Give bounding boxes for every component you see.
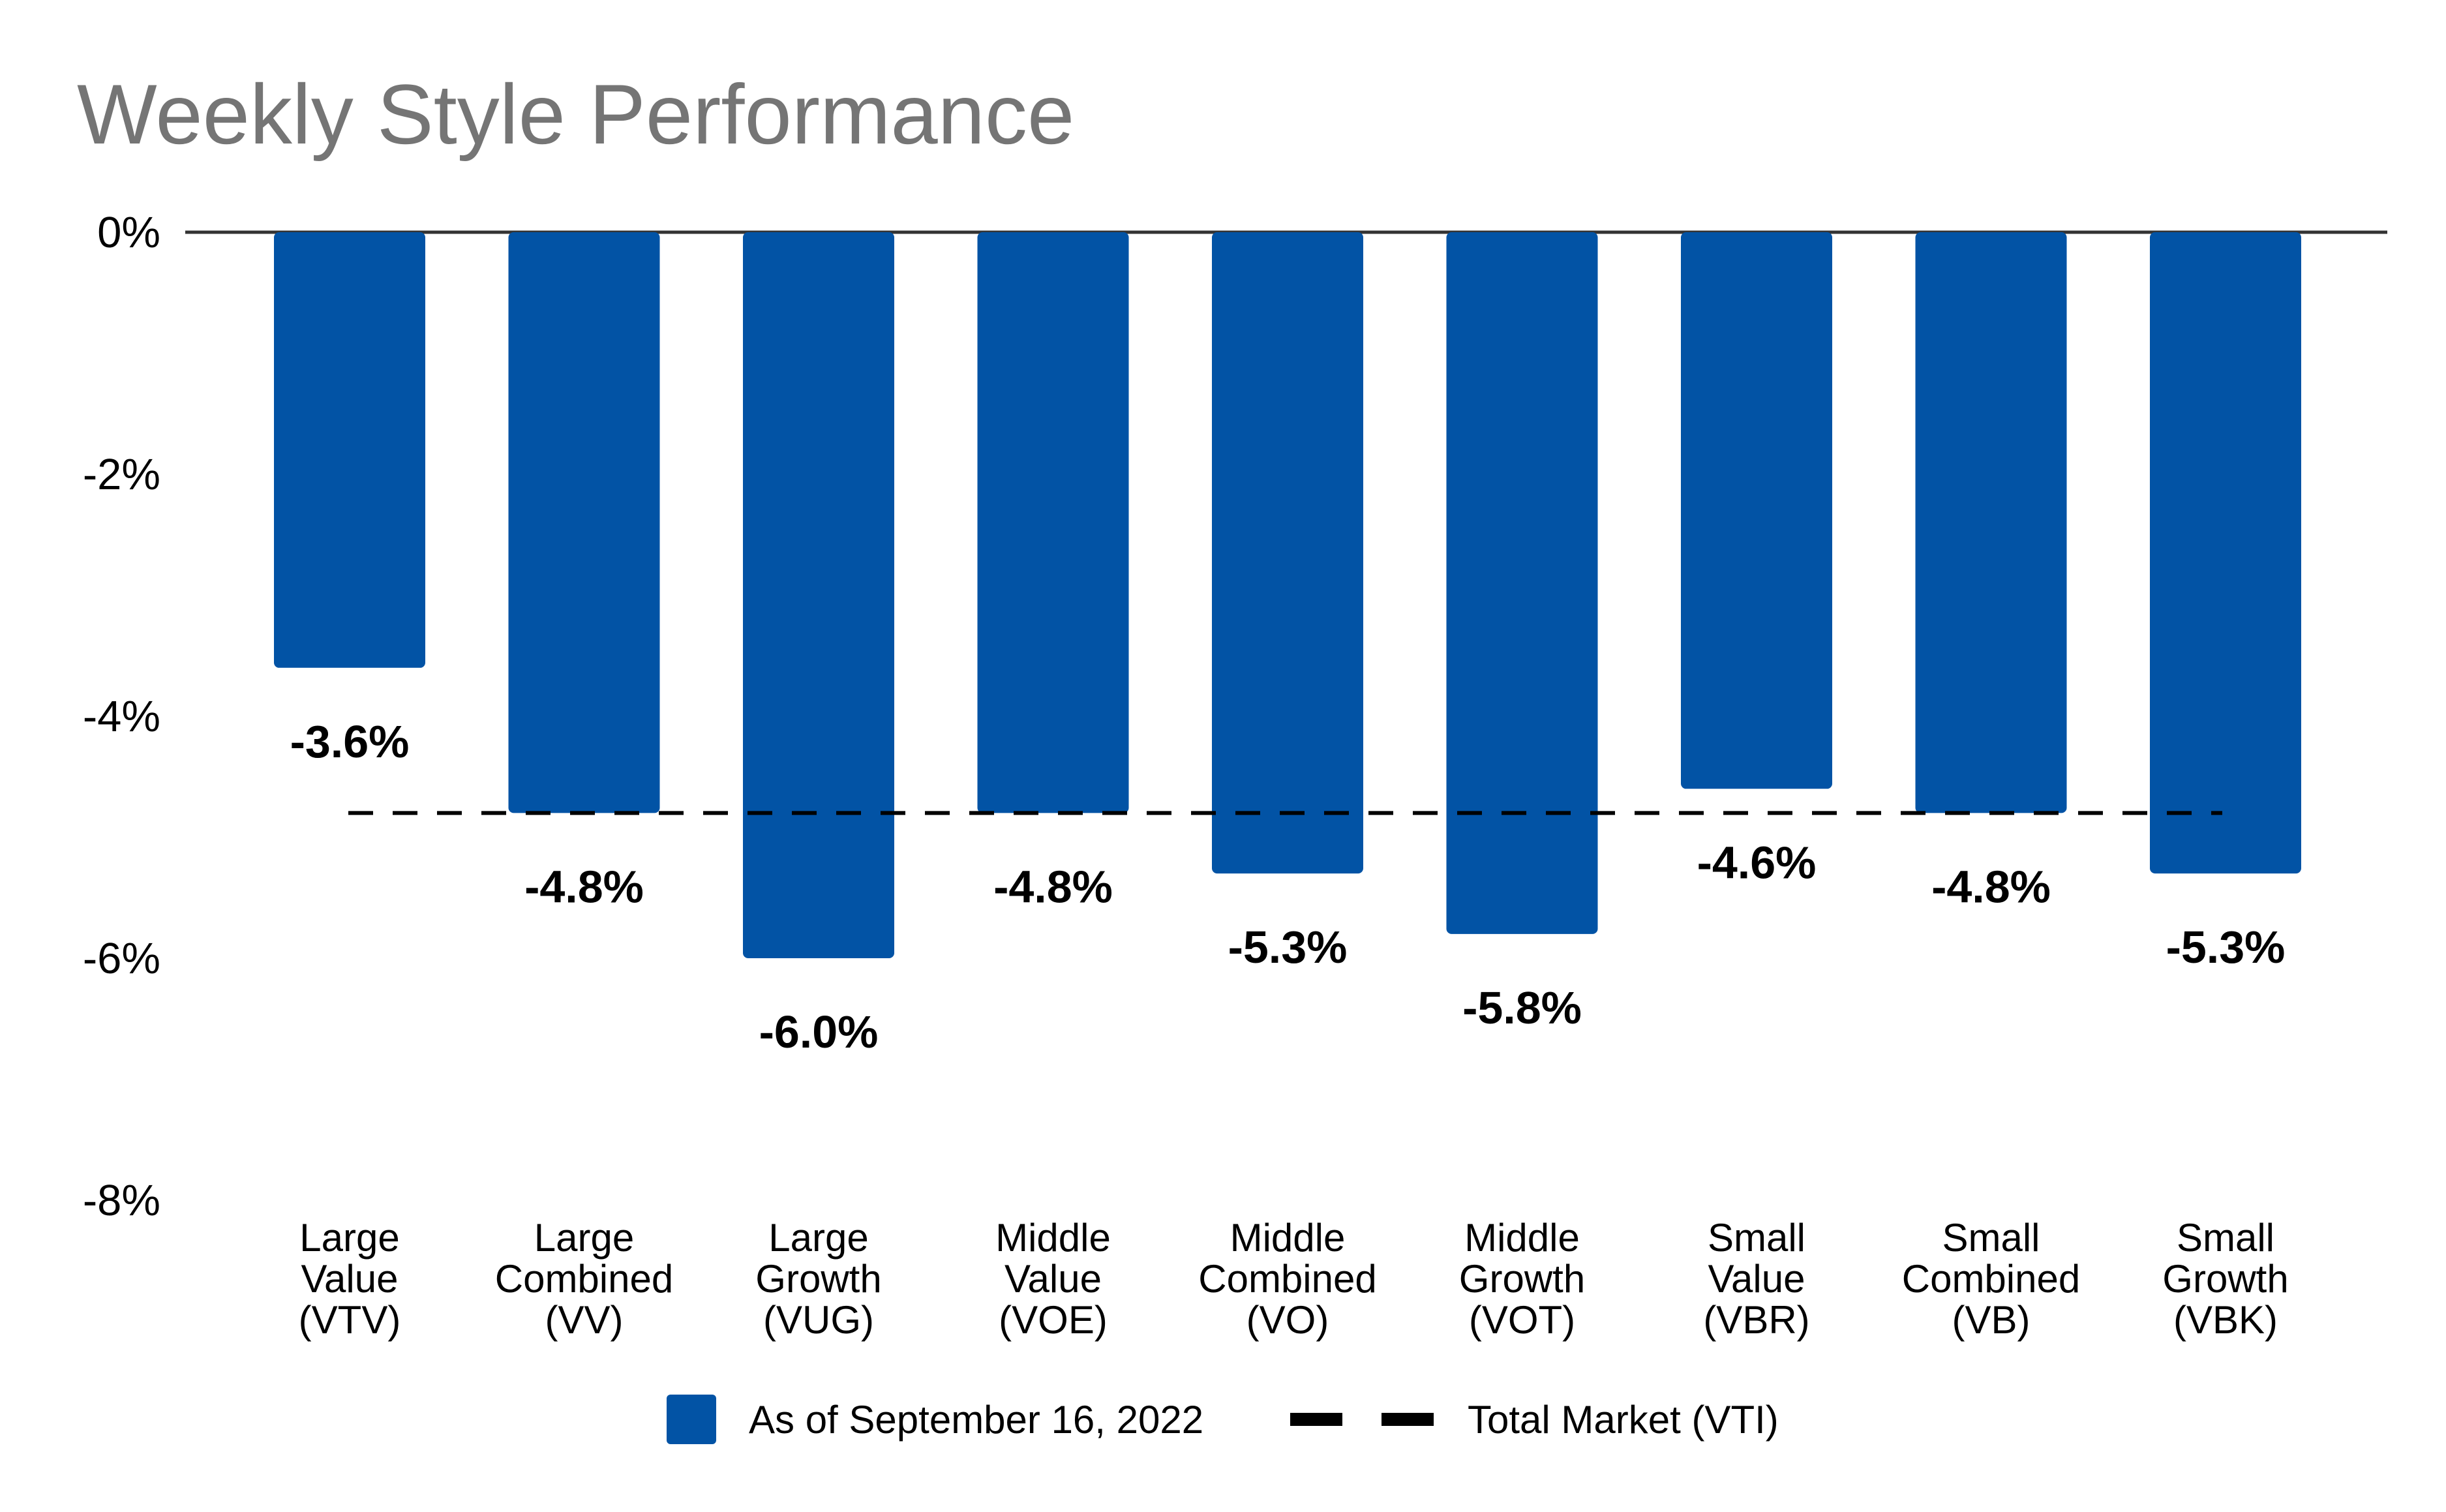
y-tick-label: -8% (83, 1176, 160, 1225)
y-axis-ticks: 0% -2% -4% -6% -8% (83, 208, 160, 1225)
bar (2150, 232, 2301, 874)
legend-label-bar: As of September 16, 2022 (749, 1398, 1203, 1442)
bars (274, 232, 2301, 958)
bar (977, 232, 1129, 813)
bar (274, 232, 425, 668)
bar (1681, 232, 1832, 789)
data-label: -6.0% (759, 1006, 879, 1057)
y-tick-label: -4% (83, 692, 160, 741)
y-tick-label: 0% (97, 208, 160, 257)
data-label: -4.8% (1931, 861, 2051, 912)
legend: As of September 16, 2022 Total Market (V… (667, 1395, 1779, 1444)
legend-swatch-line-dash (1290, 1413, 1342, 1426)
data-label: -5.8% (1462, 982, 1582, 1033)
x-tick-label: Small Value (VBR) (1703, 1216, 1809, 1342)
data-labels: -3.6% -4.8% -6.0% -4.8% -5.3% -5.8% -4.6% -4.8%… (290, 716, 2286, 1057)
data-label: -5.3% (1228, 922, 1348, 973)
y-tick-label: -2% (83, 450, 160, 499)
x-axis-ticks: Large Value (VTV) Large Combined (VV) Large Gro… (299, 1216, 2289, 1342)
x-tick-label: Small Combined (VB) (1902, 1216, 2081, 1342)
x-tick-label: Middle Combined (VO) (1198, 1216, 1377, 1342)
legend-label-line: Total Market (VTI) (1468, 1398, 1779, 1442)
x-tick-label: Middle Value (VOE) (995, 1216, 1111, 1342)
data-label: -5.3% (2166, 922, 2286, 973)
x-tick-label: Large Growth (VUG) (755, 1216, 881, 1342)
data-label: -4.8% (993, 861, 1113, 912)
chart-title: Weekly Style Performance (77, 67, 1074, 162)
data-label: -4.6% (1697, 837, 1817, 888)
y-tick-label: -6% (83, 934, 160, 983)
data-label: -4.8% (524, 861, 644, 912)
x-tick-label: Large Combined (VV) (495, 1216, 674, 1342)
x-tick-label: Large Value (VTV) (299, 1216, 401, 1342)
bar (1446, 232, 1598, 934)
bar (508, 232, 660, 813)
bar (1915, 232, 2067, 813)
legend-swatch-line-dash (1382, 1413, 1434, 1426)
data-label: -3.6% (290, 716, 410, 767)
bar (743, 232, 894, 958)
x-tick-label: Small Growth (VBK) (2162, 1216, 2288, 1342)
bar (1212, 232, 1363, 874)
legend-swatch-bar (667, 1395, 716, 1444)
x-tick-label: Middle Growth (VOT) (1459, 1216, 1585, 1342)
